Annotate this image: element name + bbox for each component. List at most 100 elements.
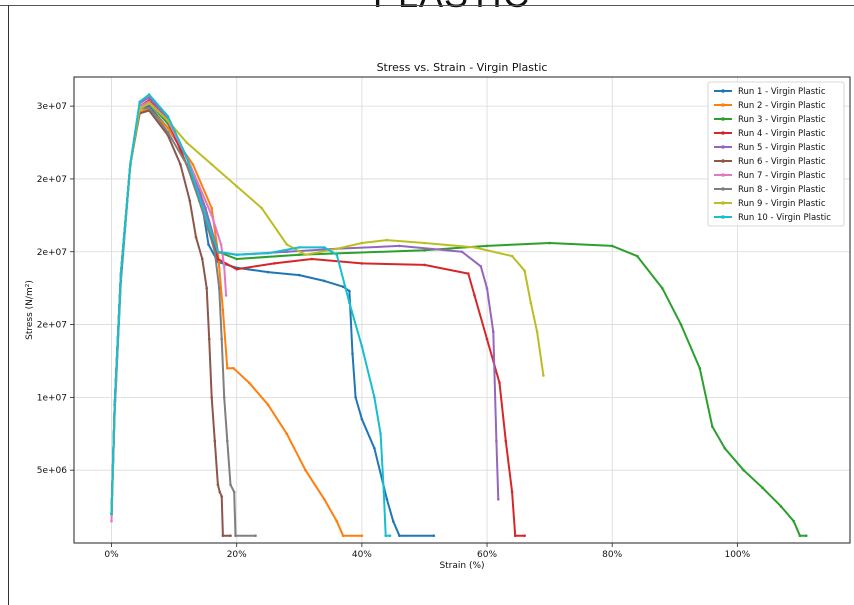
plot-frame xyxy=(73,76,851,544)
data-point xyxy=(504,439,508,443)
data-point xyxy=(479,265,483,268)
data-point xyxy=(113,403,116,407)
data-point xyxy=(221,308,225,312)
y-tick-label: 3e+07 xyxy=(37,102,67,112)
data-point xyxy=(166,131,170,134)
data-point xyxy=(204,206,207,210)
slide-top-rule xyxy=(0,5,854,6)
legend-entry-label: Run 7 - Virgin Plastic xyxy=(738,171,826,181)
data-point xyxy=(360,345,364,348)
data-point xyxy=(360,534,364,537)
data-point xyxy=(510,254,514,258)
data-point xyxy=(473,294,476,297)
data-point xyxy=(792,519,795,523)
data-point xyxy=(210,214,213,217)
data-point xyxy=(432,534,436,537)
data-point xyxy=(201,257,204,261)
tick-layer: 0% 20% 40% 60% 80% 100% 5e+06 1e+07 2e+07 2e+07 2e… xyxy=(37,102,751,560)
data-point xyxy=(235,184,238,188)
data-point xyxy=(385,238,389,242)
legend-entry-label: Run 1 - Virgin Plastic xyxy=(738,87,826,97)
data-point xyxy=(354,396,357,399)
legend-marker xyxy=(721,117,725,121)
data-point xyxy=(197,184,201,188)
data-point xyxy=(360,241,364,245)
data-point xyxy=(235,253,238,256)
data-point xyxy=(266,403,270,407)
data-point xyxy=(423,241,426,245)
data-point xyxy=(723,447,727,450)
data-point xyxy=(210,206,213,210)
series-line-run-7 xyxy=(110,100,228,523)
data-point xyxy=(254,534,257,537)
data-point xyxy=(213,439,217,443)
data-point xyxy=(373,396,376,399)
data-point xyxy=(348,289,351,293)
data-point xyxy=(219,243,223,246)
data-point xyxy=(485,337,489,341)
data-point xyxy=(191,163,195,166)
series-layer xyxy=(110,93,808,537)
data-point xyxy=(385,498,389,501)
data-point xyxy=(523,269,526,273)
data-point xyxy=(492,330,495,334)
data-point xyxy=(341,285,345,289)
data-point xyxy=(235,257,238,261)
data-point xyxy=(147,93,151,96)
data-point xyxy=(497,498,500,501)
data-point xyxy=(221,534,225,537)
data-point xyxy=(217,286,221,290)
data-point xyxy=(229,483,232,487)
series-line-run-8 xyxy=(110,106,257,537)
data-point xyxy=(485,286,489,290)
legend-entry-label: Run 4 - Virgin Plastic xyxy=(738,129,826,139)
data-point xyxy=(423,249,426,252)
data-point xyxy=(529,301,533,305)
data-point xyxy=(266,251,270,255)
data-point xyxy=(216,257,220,261)
data-point xyxy=(185,155,188,159)
data-point xyxy=(485,244,489,248)
legend-marker xyxy=(721,173,725,177)
data-point xyxy=(548,241,551,245)
data-point xyxy=(285,432,289,436)
data-point xyxy=(285,250,289,254)
data-point xyxy=(323,498,326,501)
data-point xyxy=(679,323,683,326)
data-point xyxy=(761,486,764,490)
data-point xyxy=(304,468,307,472)
data-point xyxy=(222,396,226,399)
legend-marker xyxy=(721,201,725,205)
data-point xyxy=(804,534,808,537)
legend-entry-label: Run 5 - Virgin Plastic xyxy=(738,143,826,153)
x-tick-label: 40% xyxy=(352,550,372,560)
data-point xyxy=(147,101,151,105)
data-point xyxy=(323,279,326,283)
data-point xyxy=(216,250,220,254)
data-point xyxy=(166,115,170,118)
data-point xyxy=(185,163,188,166)
data-point xyxy=(542,374,545,377)
data-point xyxy=(742,468,745,472)
data-point xyxy=(232,367,235,370)
data-point xyxy=(382,490,386,494)
data-point xyxy=(194,235,198,239)
data-point xyxy=(310,257,314,261)
data-point xyxy=(798,534,802,537)
data-point xyxy=(711,425,714,428)
data-point xyxy=(341,534,345,537)
x-tick-label: 80% xyxy=(602,550,622,560)
data-point xyxy=(423,263,426,267)
data-point xyxy=(779,505,783,508)
data-point xyxy=(523,534,526,537)
data-point xyxy=(304,253,307,256)
data-point xyxy=(218,490,222,494)
x-tick-label: 0% xyxy=(104,550,119,560)
data-point xyxy=(210,163,213,166)
data-point xyxy=(205,286,208,290)
legend-marker xyxy=(721,131,725,135)
legend-marker xyxy=(721,215,725,219)
data-point xyxy=(498,381,501,385)
data-point xyxy=(260,206,264,210)
